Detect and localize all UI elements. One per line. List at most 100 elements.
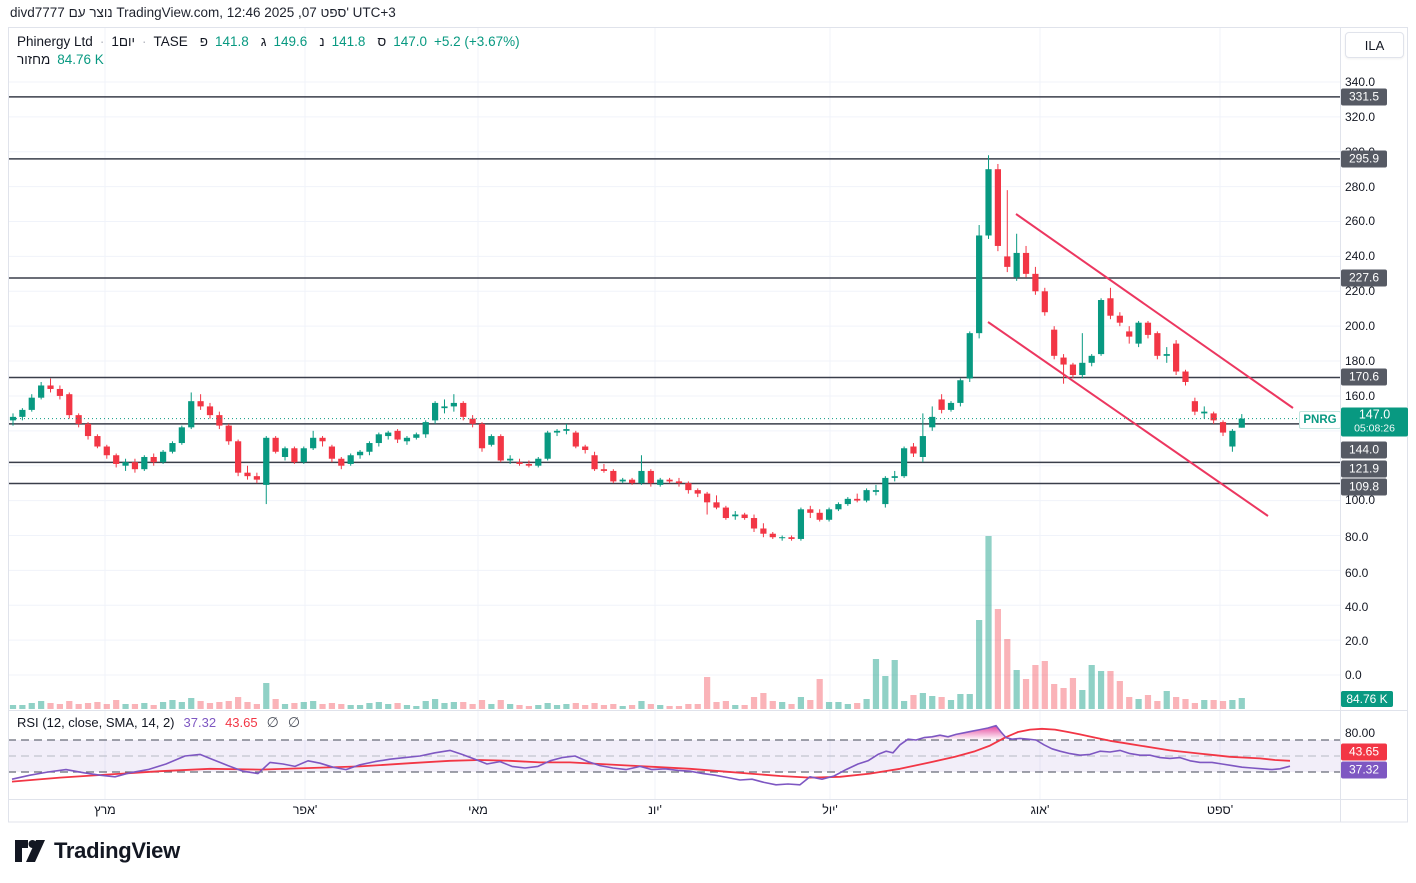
candle [469, 418, 476, 424]
high-label: ג [260, 34, 267, 49]
candle [178, 427, 185, 444]
volume-bar [825, 702, 833, 709]
volume-bar [225, 701, 232, 709]
candle [291, 448, 298, 463]
symbol-title[interactable]: Phinergy Ltd [17, 34, 93, 49]
candle [432, 402, 439, 421]
candle [94, 436, 101, 447]
volume-bar [394, 703, 401, 709]
volume-bar [169, 700, 176, 709]
volume-bar [1229, 700, 1236, 709]
volume-bar [300, 702, 307, 709]
candle [1163, 354, 1170, 356]
candle [159, 451, 167, 463]
rsi-sma-value: 43.65 [225, 715, 258, 730]
candle [300, 448, 307, 463]
currency-toggle-button[interactable]: ILA [1345, 32, 1404, 58]
candle [901, 448, 908, 477]
candle [1182, 371, 1189, 382]
price-tick: 340.0 [1345, 75, 1376, 89]
candle [1004, 256, 1011, 267]
volume-bar [422, 701, 429, 709]
rsi-legend[interactable]: RSI (12, close, SMA, 14, 2) 37.32 43.65 … [17, 714, 300, 731]
volume-bar [66, 701, 73, 709]
candle [638, 470, 645, 484]
candle [1238, 418, 1245, 428]
volume-bar [600, 705, 608, 709]
volume-bar [197, 701, 204, 709]
price-line-symbol-flag[interactable]: PNRG [1299, 411, 1341, 429]
candle [675, 481, 683, 484]
volume-bar [666, 706, 673, 709]
symbol-legend[interactable]: Phinergy Ltd · 1יום · TASE פ 141.8 ג 149.6… [17, 34, 520, 49]
rsi-value-badge: 37.32 [1341, 761, 1387, 779]
volume-bar [1004, 639, 1011, 709]
volume-bar [328, 703, 336, 709]
volume-bar [281, 704, 289, 709]
volume-bar [957, 694, 964, 709]
candle [666, 479, 673, 482]
candle [507, 458, 514, 461]
last-price-badge: 147.0 05:08:26 [1341, 407, 1408, 437]
candle [835, 504, 842, 510]
volume-bar [760, 693, 767, 709]
level-price-badge: 109.8 [1341, 478, 1387, 496]
time-axis-month-label: מרץ [94, 803, 116, 817]
volume-bar [347, 705, 354, 709]
volume-bar [432, 699, 439, 709]
volume-bar [1210, 700, 1217, 709]
candle [1069, 364, 1077, 376]
volume-bar [460, 702, 467, 709]
tradingview-logo[interactable]: TradingView [14, 837, 180, 865]
candle [169, 443, 176, 452]
candle [131, 462, 139, 470]
candle [1191, 401, 1198, 412]
candle [910, 446, 917, 454]
exchange-label: TASE [153, 34, 188, 49]
rsi-title[interactable]: RSI (12, close, SMA, 14, 2) [17, 715, 175, 730]
candle [281, 448, 289, 457]
volume-bar [122, 704, 129, 709]
volume-bar [1051, 684, 1058, 709]
candle [47, 385, 54, 389]
volume-bar [131, 704, 139, 709]
volume-bar [657, 705, 664, 709]
volume-bar [1107, 671, 1114, 709]
volume-bar [675, 706, 683, 709]
attribution-text: divd7777 נוצר עם TradingView.com, 12:46 … [10, 5, 396, 20]
candle [1154, 333, 1161, 356]
volume-bar [769, 701, 776, 709]
volume-bar [891, 660, 898, 709]
volume-bar [338, 704, 345, 709]
candle [19, 409, 26, 417]
candle [976, 235, 983, 334]
volume-bar [919, 693, 926, 709]
volume-bar [28, 703, 35, 709]
volume-bar [685, 704, 692, 709]
candle [188, 401, 195, 428]
volume-bar [694, 704, 701, 709]
bar-countdown: 05:08:26 [1354, 422, 1395, 435]
volume-bar [263, 683, 270, 709]
time-axis-month-label: יול' [822, 803, 838, 817]
price-tick: 280.0 [1345, 180, 1376, 194]
rsi-sma-line [11, 727, 1291, 783]
candle [66, 394, 73, 416]
time-axis-month-label: מאי [468, 803, 488, 817]
candle [713, 502, 720, 508]
candle [1107, 298, 1114, 316]
candle [1079, 362, 1086, 376]
candle [750, 518, 758, 529]
candle [600, 469, 608, 471]
candle [825, 509, 833, 520]
candle [760, 528, 767, 534]
interval-label[interactable]: 1יום [111, 34, 135, 49]
candle [1097, 300, 1105, 355]
volume-bar [497, 700, 504, 709]
price-tick: 100.0 [1345, 493, 1376, 507]
volume-bar [835, 702, 842, 709]
candle [882, 477, 889, 505]
candle [413, 434, 420, 438]
volume-bar [1116, 681, 1123, 709]
